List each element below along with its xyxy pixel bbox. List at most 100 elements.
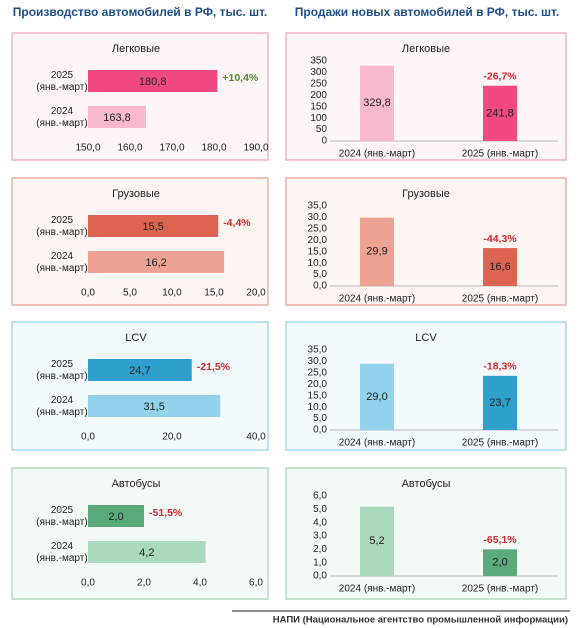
category-label: 2025 (янв.-март) [36, 359, 87, 382]
category-label: 2024 (янв.-март) [339, 294, 415, 305]
y-tick-label: 100 [310, 113, 327, 124]
panel-title: Легковые [112, 43, 160, 55]
value-label: 163,8 [103, 112, 131, 124]
y-tick-label: 20,0 [308, 235, 328, 246]
y-tick-label: 10,0 [308, 402, 328, 413]
change-label: -21,5% [197, 361, 231, 373]
panel [285, 32, 567, 161]
x-tick-label: 40,0 [246, 432, 266, 443]
y-tick-label: 250 [310, 78, 327, 89]
footer: НАПИ (Национальное агентство промышленно… [273, 615, 568, 626]
x-tick-label: 180,0 [201, 143, 226, 154]
value-label: 29,0 [366, 391, 387, 403]
category-label: 2024 (янв.-март) [36, 541, 87, 564]
x-tick-label: 15,0 [204, 288, 224, 299]
change-label: -65,1% [483, 534, 517, 546]
y-tick-label: 150 [310, 101, 327, 112]
y-tick-label: 200 [310, 90, 327, 101]
category-line: (янв.-март) [36, 371, 87, 382]
category-line: (янв.-март) [36, 553, 87, 564]
bar [88, 251, 225, 273]
category-label: 2025 (янв.-март) [462, 584, 538, 595]
y-tick-label: 30,0 [308, 356, 328, 367]
x-tick-label: 2,0 [137, 578, 151, 589]
y-tick-label: 15,0 [308, 390, 328, 401]
bar [88, 541, 206, 563]
category-line: 2025 [51, 70, 74, 81]
value-label: 31,5 [143, 401, 164, 413]
x-tick-label: 10,0 [162, 288, 182, 299]
bar [88, 395, 221, 417]
category-label: 2024 (янв.-март) [36, 395, 87, 418]
y-tick-label: 0 [321, 136, 327, 147]
y-tick-label: 10,0 [308, 258, 328, 269]
x-tick-label: 20,0 [162, 432, 182, 443]
bar [360, 65, 394, 141]
y-tick-label: 20,0 [308, 379, 328, 390]
panel [285, 467, 567, 600]
y-tick-label: 50 [316, 124, 328, 135]
y-tick-label: 5,0 [313, 413, 327, 424]
category-line: 2025 [51, 359, 74, 370]
category-label: 2024 (янв.-март) [339, 149, 415, 160]
y-tick-label: 15,0 [308, 246, 328, 257]
y-tick-label: 300 [310, 67, 327, 78]
bar [483, 248, 517, 286]
value-label: 16,6 [489, 261, 510, 273]
value-label: 2,0 [492, 557, 507, 569]
y-tick-label: 35,0 [308, 345, 328, 356]
category-line: (янв.-март) [36, 517, 87, 528]
change-label: -18,3% [483, 361, 517, 373]
category-label: 2024 (янв.-март) [36, 106, 87, 129]
change-label: -4,4% [223, 217, 251, 229]
panel-title: Легковые [402, 43, 450, 55]
y-tick-label: 0,0 [313, 571, 327, 582]
category-label: 2025 (янв.-март) [36, 215, 87, 238]
y-tick-label: 350 [310, 56, 327, 67]
panel [11, 321, 269, 451]
column-header: Производство автомобилей в РФ, тыс. шт. [13, 5, 267, 19]
category-label: 2024 (янв.-март) [339, 584, 415, 595]
value-label: 180,8 [139, 76, 167, 88]
change-label: -44,3% [483, 233, 517, 245]
panel [285, 177, 567, 306]
category-line: (янв.-март) [36, 118, 87, 129]
x-tick-label: 5,0 [123, 288, 137, 299]
category-line: 2024 [51, 541, 74, 552]
x-tick-label: 150,0 [75, 143, 100, 154]
x-tick-label: 0,0 [81, 432, 95, 443]
bar [88, 106, 146, 128]
change-label: +10,4% [222, 72, 259, 84]
panel-title: Грузовые [402, 188, 450, 200]
x-tick-label: 4,0 [193, 578, 207, 589]
panel [11, 32, 269, 161]
y-tick-label: 25,0 [308, 223, 328, 234]
y-tick-label: 5,0 [313, 269, 327, 280]
bar [483, 85, 517, 141]
value-label: 2,0 [108, 511, 123, 523]
value-label: 24,7 [129, 365, 150, 377]
category-line: (янв.-март) [36, 227, 87, 238]
value-label: 241,8 [486, 107, 514, 119]
y-tick-label: 0,0 [313, 281, 327, 292]
category-line: (янв.-март) [36, 82, 87, 93]
bar [483, 549, 517, 576]
value-label: 29,9 [366, 246, 387, 258]
panel [11, 467, 269, 600]
category-line: 2025 [51, 215, 74, 226]
category-label: 2025 (янв.-март) [36, 70, 87, 93]
value-label: 23,7 [489, 397, 510, 409]
x-tick-label: 6,0 [249, 578, 263, 589]
value-label: 15,5 [142, 221, 163, 233]
bar [88, 215, 219, 237]
x-tick-label: 0,0 [81, 288, 95, 299]
category-line: 2025 [51, 505, 74, 516]
panel-title: LCV [125, 332, 147, 344]
change-label: -26,7% [483, 71, 517, 83]
category-label: 2025 (янв.-март) [462, 149, 538, 160]
category-line: 2024 [51, 106, 74, 117]
y-tick-label: 3,0 [313, 531, 327, 542]
category-label: 2024 (янв.-март) [36, 251, 87, 274]
category-line: 2024 [51, 251, 74, 262]
x-tick-label: 0,0 [81, 578, 95, 589]
